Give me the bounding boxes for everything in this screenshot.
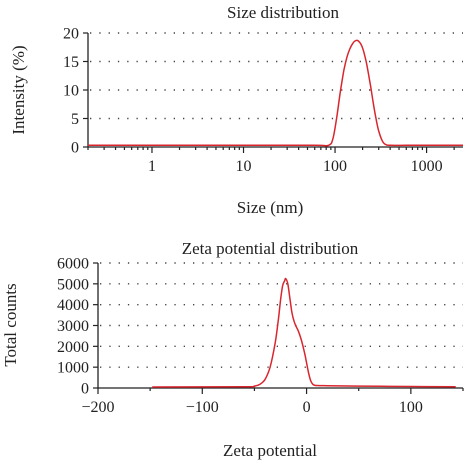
size-y-axis-label: Intensity (%) <box>9 45 28 134</box>
zeta-series <box>152 277 456 388</box>
zeta-ticks: 0 1000 2000 3000 4000 5000 6000 −200 −100 0 100 <box>57 256 464 416</box>
size-x-tick-label: 10 <box>236 158 252 175</box>
zeta-axes <box>97 263 463 389</box>
zeta-y-tick-label: 0 <box>81 381 89 398</box>
size-y-tick-label: 15 <box>63 54 79 71</box>
zeta-y-tick-label: 6000 <box>57 256 89 273</box>
zeta-series-line <box>152 277 456 388</box>
size-x-tick-label: 1000 <box>411 158 443 175</box>
zeta-potential-panel: Zeta potential distribution Total counts… <box>1 239 464 460</box>
zeta-x-tick-label: −200 <box>81 399 114 416</box>
zeta-x-axis-label: Zeta potential <box>223 441 317 460</box>
zeta-x-tick-label: −100 <box>186 399 219 416</box>
size-series-line <box>88 39 463 147</box>
zeta-grid <box>100 262 463 368</box>
zeta-x-tick-label: 100 <box>399 399 423 416</box>
zeta-y-axis-label: Total counts <box>1 283 20 366</box>
size-grid <box>90 32 463 120</box>
size-ticks: 0 5 10 15 20 1 10 100 1000 <box>63 26 455 175</box>
size-series <box>88 39 463 147</box>
size-y-tick-label: 20 <box>63 26 79 43</box>
zeta-y-tick-label: 5000 <box>57 276 89 293</box>
size-chart-title: Size distribution <box>227 3 339 22</box>
zeta-y-tick-label: 2000 <box>57 339 89 356</box>
size-y-tick-label: 5 <box>71 111 79 128</box>
size-y-tick-label: 0 <box>71 140 79 157</box>
zeta-x-tick-label: 0 <box>303 399 311 416</box>
size-distribution-panel: Size distribution Intensity (%) Size (nm… <box>9 3 463 217</box>
size-x-axis-label: Size (nm) <box>237 198 304 217</box>
size-x-tick-label: 100 <box>323 158 347 175</box>
zeta-y-tick-label: 1000 <box>57 360 89 377</box>
zeta-chart-title: Zeta potential distribution <box>182 239 359 258</box>
zeta-y-tick-label: 4000 <box>57 297 89 314</box>
size-y-tick-label: 10 <box>63 83 79 100</box>
zeta-y-tick-label: 3000 <box>57 318 89 335</box>
size-x-tick-label: 1 <box>148 158 156 175</box>
